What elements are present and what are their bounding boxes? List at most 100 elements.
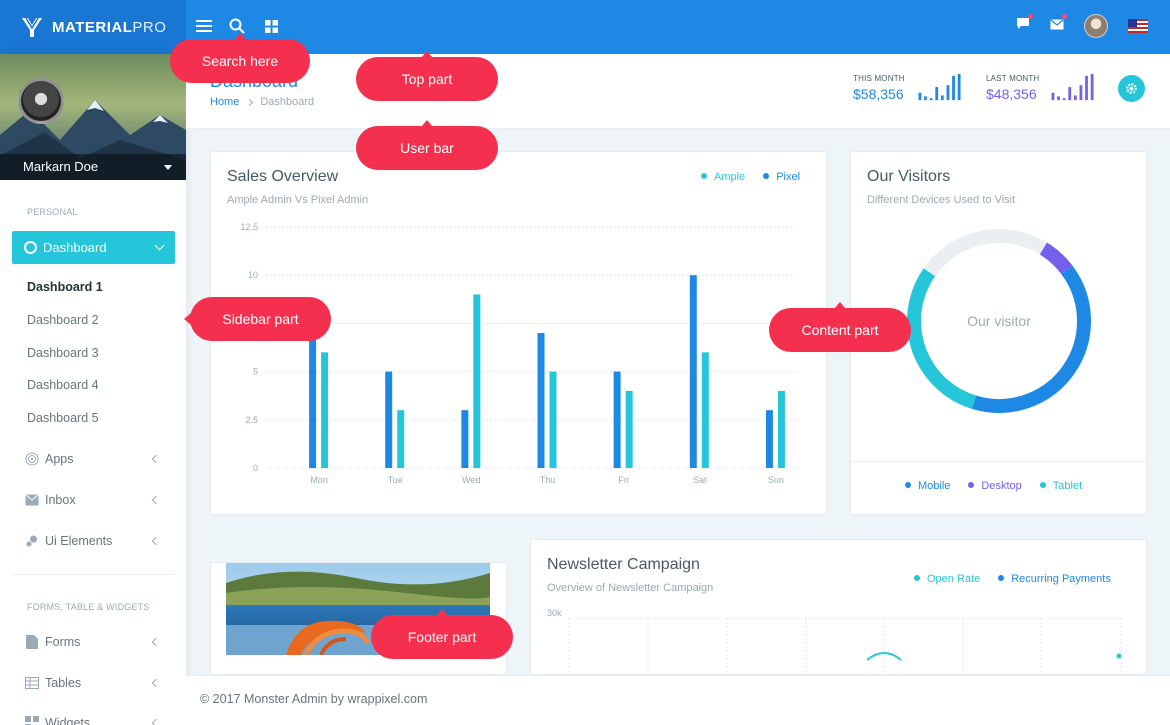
card-title: Our Visitors [867,168,951,185]
profile-name-bar[interactable]: Markarn Doe [0,154,186,180]
sidebar-item-apps[interactable]: Apps [25,452,165,466]
sidebar-item-ui-elements[interactable]: Ui Elements [25,534,165,548]
newsletter-card: Newsletter Campaign Overview of Newslett… [530,539,1147,675]
sidebar-item-label: Tables [45,676,82,690]
sidebar-item-inbox[interactable]: Inbox [25,493,165,507]
section-personal: PERSONAL [27,207,78,217]
annotation-content-part: Content part [769,302,911,352]
legend-recurring-payments: Recurring Payments [998,573,1111,585]
annotation-sidebar-part: Sidebar part [184,297,331,341]
brand-logo[interactable]: MATERIALPRO [0,0,186,54]
bar-ample-sun [777,390,785,468]
gauge-icon [24,241,37,254]
inbox-icon [25,493,39,507]
legend-ample: Ample [701,171,745,183]
y-tick-label: 0 [253,463,258,473]
annotation-footer-part: Footer part [371,609,513,659]
legend-desktop: Desktop [968,480,1022,492]
breadcrumb: Home Dashboard [210,96,314,108]
mountain-background [0,100,186,180]
caret-down-icon [164,165,172,170]
bar-ample-fri [625,390,633,468]
sidebar-item-tables[interactable]: Tables [25,676,165,690]
x-tick-label: Tue [388,475,403,485]
card-title: Newsletter Campaign [547,556,700,573]
x-tick-label: Sat [693,475,707,485]
bar-pixel-thu [537,333,545,468]
bar-pixel-wed [461,410,469,468]
search-icon[interactable] [227,16,247,36]
card-title: Sales Overview [227,168,339,185]
chevron-left-icon [151,536,161,546]
profile-avatar[interactable] [18,78,64,124]
donut-center-label: Our visitor [967,313,1031,329]
page-header: Dashboard Home Dashboard THIS MONTH $58,… [186,54,1170,129]
gear-icon [1126,83,1137,94]
stat-label: THIS MONTH [853,74,905,83]
sidebar-item-label: Forms [45,635,81,649]
settings-button[interactable] [1118,75,1145,102]
sparkline-bar [1068,87,1072,101]
submenu-dashboard-5[interactable]: Dashboard 5 [27,411,99,425]
footer: © 2017 Monster Admin by wrappixel.com [186,675,1170,725]
submenu-dashboard-1[interactable]: Dashboard 1 [27,280,103,294]
bar-pixel-tue [385,371,393,468]
chevron-left-icon [151,718,161,725]
submenu-dashboard-3[interactable]: Dashboard 3 [27,346,99,360]
chevron-left-icon [151,454,161,464]
sparkline-bar [1062,98,1066,101]
sales-legend: Ample Pixel [701,171,800,183]
sparkline-bar [929,98,933,101]
breadcrumb-current: Dashboard [260,96,315,108]
bar-ample-wed [473,294,481,468]
annotation-user-bar: User bar [356,120,498,170]
sidebar-item-label: Dashboard [43,240,107,255]
last-month-stat: LAST MONTH $48,356 [986,74,1039,102]
sidebar-item-forms[interactable]: Forms [25,635,165,649]
x-tick-label: Wed [462,475,480,485]
bar-pixel-sat [689,275,697,468]
x-tick-label: Thu [540,475,556,485]
y-tick-label: 2.5 [245,415,258,425]
mail-icon[interactable] [1050,14,1067,35]
bubbles-icon [25,534,39,548]
footer-copyright: © 2017 Monster Admin by wrappixel.com [200,692,428,706]
newsletter-legend: Open Rate Recurring Payments [914,573,1111,585]
sparkline-bar [1079,85,1083,101]
card-divider [851,461,1148,462]
sparkline-bar [924,96,927,101]
y-tick-label: 5 [253,367,258,377]
submenu-dashboard-2[interactable]: Dashboard 2 [27,313,99,327]
bar-ample-mon [321,352,329,468]
visitors-card: Our Visitors Different Devices Used to V… [850,151,1148,515]
sidebar-item-label: Inbox [45,493,76,507]
user-avatar[interactable] [1084,14,1108,38]
submenu-dashboard-4[interactable]: Dashboard 4 [27,378,99,392]
y-tick-30k: 30k [547,608,562,618]
apps-grid-icon[interactable] [261,16,281,36]
sparkline-bar [1073,95,1077,101]
x-tick-label: Sun [768,475,784,485]
chevron-left-icon [151,678,161,688]
chevron-left-icon [151,637,161,647]
menu-icon[interactable] [194,16,214,36]
sidebar-item-label: Apps [45,452,74,466]
us-flag-icon[interactable] [1128,19,1148,33]
sidebar-divider [12,574,175,575]
stat-value: $58,356 [853,86,904,102]
table-icon [25,676,39,690]
file-icon [25,635,39,649]
sidebar-item-dashboard[interactable]: Dashboard [12,231,175,264]
breadcrumb-home[interactable]: Home [210,96,240,108]
sparkline-bar [957,74,961,101]
x-tick-label: Mon [310,475,328,485]
message-icon[interactable] [1016,14,1033,35]
bar-ample-sat [701,352,709,468]
y-tick-label: 10 [248,270,258,280]
sparkline-bar [1057,96,1060,101]
visitors-legend: Mobile Desktop Tablet [905,480,1082,492]
sparkline-bar [1085,75,1088,101]
sidebar-item-widgets[interactable]: Widgets [25,716,165,725]
bar-pixel-mon [309,333,317,468]
bar-pixel-fri [613,371,621,468]
